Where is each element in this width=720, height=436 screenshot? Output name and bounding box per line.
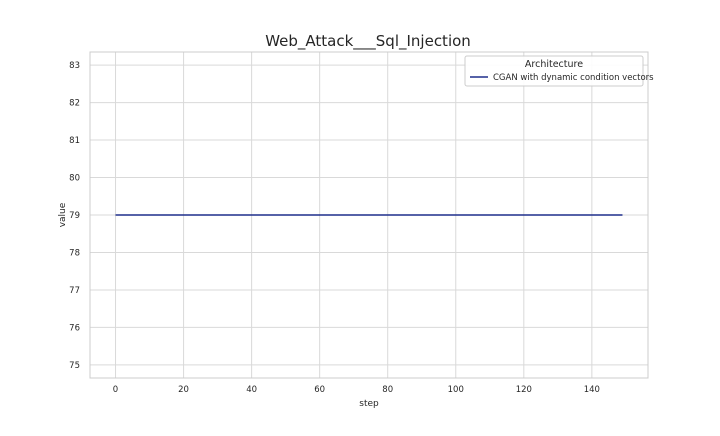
y-tick-label: 82 [69, 99, 80, 109]
x-tick-label: 140 [584, 385, 600, 395]
axis-ticks: 0 20 40 60 80 100 120 140 75 76 77 78 79 80 81 82 83 [69, 61, 600, 395]
x-tick-label: 40 [246, 385, 257, 395]
y-tick-label: 79 [69, 211, 80, 221]
plot-area-frame [89, 51, 649, 379]
grid-lines [90, 52, 648, 378]
x-tick-label: 80 [382, 385, 393, 395]
x-tick-label: 120 [516, 385, 532, 395]
legend-box [464, 55, 644, 87]
y-tick-label: 77 [69, 286, 80, 296]
y-tick-label: 76 [69, 323, 80, 333]
y-tick-label: 83 [69, 61, 80, 71]
chart-title: Web_Attack___Sql_Injection [265, 32, 471, 51]
legend-series-label: CGAN with dynamic condition vectors [493, 73, 654, 83]
x-tick-label: 0 [113, 385, 118, 395]
x-tick-label: 60 [314, 385, 325, 395]
y-tick-label: 78 [69, 248, 80, 258]
y-tick-label: 81 [69, 136, 80, 146]
y-tick-label: 80 [69, 174, 80, 184]
x-tick-label: 100 [448, 385, 464, 395]
legend-title: Architecture [525, 59, 583, 70]
x-axis-label: step [359, 399, 379, 409]
legend: Architecture CGAN with dynamic condition… [464, 55, 654, 87]
y-tick-label: 75 [69, 361, 80, 371]
y-axis-label: value [58, 202, 68, 227]
x-tick-label: 20 [178, 385, 189, 395]
